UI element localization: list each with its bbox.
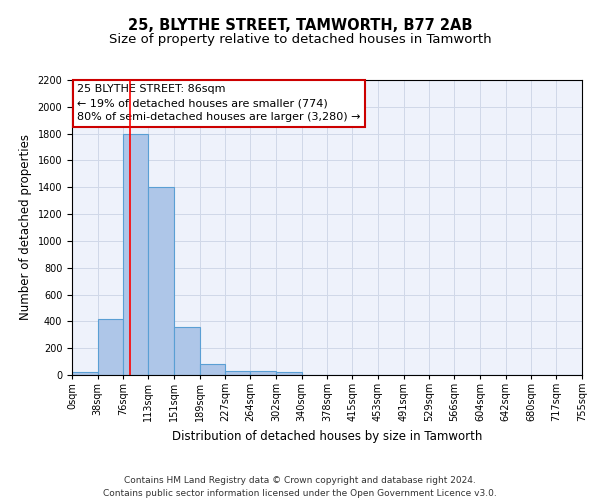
Bar: [200, 364, 226, 375]
Bar: [148, 188, 174, 375]
Bar: [276, 372, 302, 375]
Text: Size of property relative to detached houses in Tamworth: Size of property relative to detached ho…: [109, 32, 491, 46]
Bar: [72, 372, 98, 375]
Bar: [226, 371, 250, 375]
Bar: [174, 326, 200, 375]
Bar: [98, 318, 124, 375]
X-axis label: Distribution of detached houses by size in Tamworth: Distribution of detached houses by size …: [172, 430, 482, 443]
Bar: [250, 371, 276, 375]
Y-axis label: Number of detached properties: Number of detached properties: [19, 134, 32, 320]
Text: 25 BLYTHE STREET: 86sqm
← 19% of detached houses are smaller (774)
80% of semi-d: 25 BLYTHE STREET: 86sqm ← 19% of detache…: [77, 84, 361, 122]
Bar: [124, 134, 148, 375]
Text: Contains HM Land Registry data © Crown copyright and database right 2024.
Contai: Contains HM Land Registry data © Crown c…: [103, 476, 497, 498]
Text: 25, BLYTHE STREET, TAMWORTH, B77 2AB: 25, BLYTHE STREET, TAMWORTH, B77 2AB: [128, 18, 472, 32]
